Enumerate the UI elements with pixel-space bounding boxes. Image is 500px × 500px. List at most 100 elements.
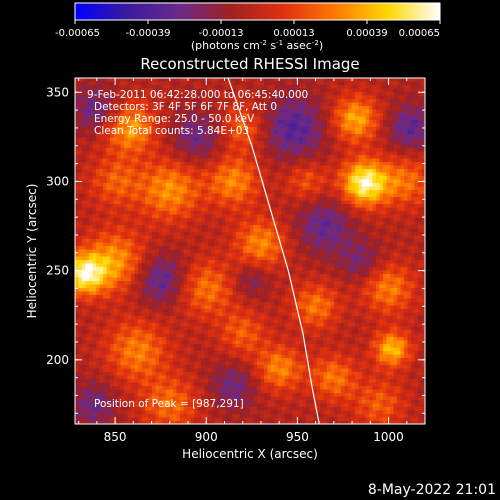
heatmap-cell: [393, 109, 398, 114]
heatmap-cell: [400, 239, 405, 243]
heatmap-cell: [313, 130, 317, 135]
heatmap-cell: [362, 172, 366, 177]
heatmap-cell: [99, 239, 104, 243]
heatmap-cell: [365, 134, 370, 138]
heatmap-cell: [169, 207, 174, 212]
heatmap-cell: [145, 183, 149, 187]
heatmap-cell: [292, 151, 296, 156]
heatmap-cell: [166, 109, 170, 114]
heatmap-cell: [253, 193, 258, 198]
heatmap-cell: [148, 179, 153, 184]
heatmap-cell: [383, 116, 387, 121]
heatmap-cell: [358, 186, 363, 191]
heatmap-cell: [246, 246, 251, 250]
heatmap-cell: [295, 141, 300, 145]
heatmap-cell: [155, 228, 160, 233]
heatmap-cell: [386, 92, 391, 96]
heatmap-cell: [134, 141, 139, 145]
heatmap-cell: [131, 193, 135, 198]
heatmap-cell: [190, 165, 195, 170]
heatmap-cell: [369, 235, 373, 240]
heatmap-cell: [180, 130, 184, 135]
heatmap-cell: [145, 116, 149, 121]
heatmap-cell: [323, 151, 328, 156]
heatmap-cell: [316, 113, 321, 117]
heatmap-cell: [400, 78, 405, 82]
heatmap-cell: [96, 151, 100, 156]
heatmap-cell: [145, 95, 149, 100]
heatmap-cell: [166, 158, 170, 163]
heatmap-cell: [225, 102, 230, 107]
heatmap-cell: [96, 113, 100, 117]
heatmap-cell: [306, 193, 310, 198]
heatmap-cell: [337, 207, 342, 212]
heatmap-cell: [320, 109, 324, 114]
heatmap-cell: [281, 158, 286, 163]
heatmap-cell: [411, 141, 415, 145]
heatmap-cell: [341, 193, 345, 198]
heatmap-cell: [260, 88, 265, 93]
heatmap-cell: [239, 221, 244, 226]
heatmap-cell: [379, 95, 384, 100]
heatmap-cell: [302, 106, 307, 110]
heatmap-cell: [232, 165, 237, 170]
heatmap-cell: [187, 186, 191, 191]
heatmap-cell: [92, 207, 97, 212]
heatmap-cell: [411, 221, 415, 226]
heatmap-cell: [260, 228, 265, 233]
heatmap-cell: [365, 239, 370, 243]
heatmap-cell: [306, 144, 310, 149]
heatmap-cell: [99, 169, 104, 173]
heatmap-cell: [127, 204, 132, 208]
heatmap-cell: [225, 134, 230, 138]
heatmap-cell: [404, 127, 408, 131]
heatmap-cell: [418, 88, 422, 93]
heatmap-cell: [418, 144, 422, 149]
heatmap-cell: [96, 123, 100, 128]
heatmap-cell: [285, 204, 289, 208]
heatmap-cell: [162, 228, 167, 233]
heatmap-cell: [358, 102, 363, 107]
heatmap-cell: [320, 116, 324, 121]
heatmap-cell: [127, 116, 132, 121]
heatmap-cell: [103, 211, 107, 215]
heatmap-cell: [372, 81, 377, 86]
heatmap-cell: [334, 85, 338, 89]
heatmap-cell: [404, 141, 408, 145]
heatmap-cell: [379, 78, 384, 82]
heatmap-cell: [103, 197, 107, 201]
heatmap-cell: [313, 120, 317, 124]
heatmap-cell: [323, 162, 328, 166]
heatmap-cell: [243, 225, 247, 229]
heatmap-cell: [159, 85, 163, 89]
heatmap-cell: [187, 116, 191, 121]
heatmap-cell: [355, 176, 359, 180]
heatmap-cell: [138, 225, 142, 229]
heatmap-cell: [323, 137, 328, 142]
heatmap-cell: [274, 134, 279, 138]
heatmap-cell: [369, 183, 373, 187]
heatmap-cell: [393, 106, 398, 110]
heatmap-cell: [330, 228, 335, 233]
heatmap-cell: [292, 158, 296, 163]
heatmap-cell: [309, 239, 314, 243]
heatmap-cell: [117, 200, 121, 205]
heatmap-cell: [393, 127, 398, 131]
heatmap-cell: [232, 102, 237, 107]
heatmap-cell: [75, 130, 79, 135]
heatmap-cell: [103, 176, 107, 180]
heatmap-cell: [379, 207, 384, 212]
heatmap-cell: [183, 95, 188, 100]
heatmap-cell: [194, 102, 198, 107]
heatmap-cell: [334, 99, 338, 103]
heatmap-cell: [260, 193, 265, 198]
heatmap-cell: [239, 225, 244, 229]
heatmap-cell: [218, 134, 223, 138]
heatmap-cell: [82, 232, 86, 236]
heatmap-cell: [211, 246, 216, 250]
heatmap-cell: [306, 141, 310, 145]
heatmap-cell: [166, 172, 170, 177]
heatmap-cell: [162, 99, 167, 103]
heatmap-cell: [285, 99, 289, 103]
heatmap-cell: [92, 165, 97, 170]
